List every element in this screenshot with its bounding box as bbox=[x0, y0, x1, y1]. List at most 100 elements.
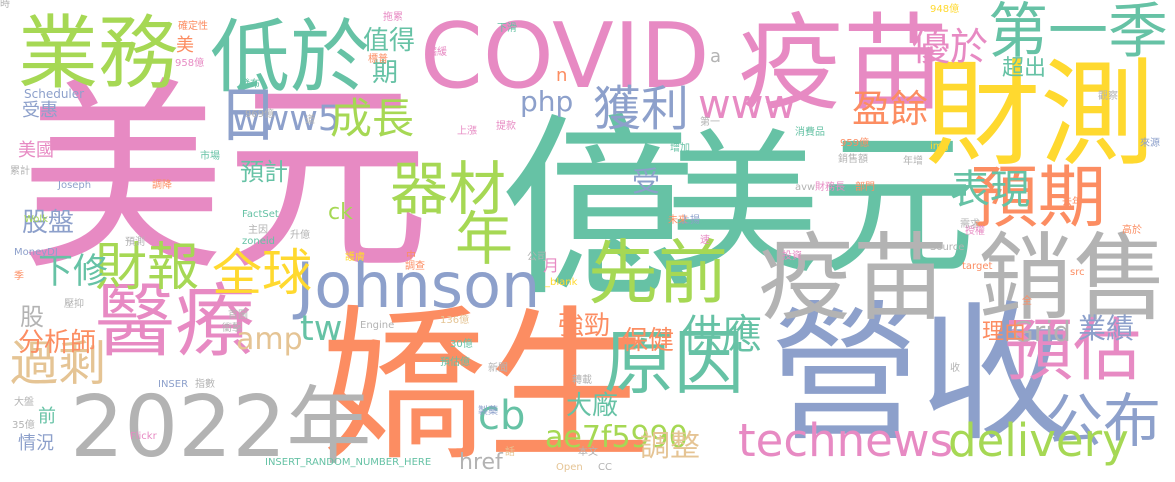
cloud-word: 先前 bbox=[588, 232, 728, 314]
cloud-word: _blank bbox=[545, 277, 578, 288]
cloud-word: 預測 bbox=[125, 237, 145, 248]
cloud-word: INSERT_RANDOM_NUMBER_HERE bbox=[265, 457, 432, 468]
cloud-word: 標普 bbox=[368, 54, 388, 65]
cloud-word: 調整 bbox=[640, 429, 700, 464]
cloud-word: 中 bbox=[406, 251, 416, 262]
cloud-word: 美元 bbox=[665, 115, 975, 296]
cloud-word: 成長 bbox=[330, 94, 415, 143]
cloud-word: 第一 bbox=[700, 117, 720, 128]
cloud-word: ae7f5990 bbox=[545, 420, 688, 455]
cloud-word: 公司 bbox=[527, 252, 547, 263]
cloud-word: Source bbox=[930, 242, 965, 253]
cloud-word: 情況 bbox=[18, 433, 54, 454]
cloud-word: Wolk bbox=[24, 214, 48, 225]
cloud-word: 股盤 bbox=[22, 208, 75, 238]
cloud-word: 主因 bbox=[248, 225, 268, 236]
cloud-word: 美 bbox=[176, 35, 194, 56]
cloud-word: 財務長 bbox=[815, 182, 845, 193]
cloud-word: 需求 bbox=[960, 219, 980, 230]
cloud-word: 財測 bbox=[925, 48, 1156, 182]
cloud-word: 投資 bbox=[782, 251, 802, 262]
cloud-word: 壓抑 bbox=[64, 299, 84, 310]
cloud-word: 下滑 bbox=[497, 23, 517, 34]
cloud-word: COVID bbox=[420, 4, 710, 109]
cloud-word: Engine bbox=[360, 320, 395, 331]
cloud-word: CC bbox=[598, 462, 612, 473]
cloud-word: 年 bbox=[455, 205, 514, 273]
cloud-word: 獲利 bbox=[593, 81, 690, 137]
cloud-word: 速 bbox=[700, 235, 710, 246]
cloud-word: 受 bbox=[632, 165, 661, 198]
cloud-word: 護膚 bbox=[345, 252, 365, 263]
cloud-word: 表現 bbox=[950, 167, 1030, 213]
cloud-word: 未來 bbox=[668, 215, 688, 226]
cloud-word: ck bbox=[328, 200, 353, 225]
cloud-word: n bbox=[556, 65, 568, 86]
cloud-word: 月 bbox=[543, 256, 560, 275]
cloud-word: Johnson bbox=[296, 249, 541, 322]
cloud-word: 年增 bbox=[903, 156, 923, 167]
cloud-word: 調查 bbox=[405, 261, 425, 272]
cloud-word: 日 bbox=[218, 81, 278, 151]
cloud-word: 首圖 bbox=[228, 310, 248, 321]
cloud-word: FactSet bbox=[242, 209, 279, 220]
cloud-word: 強勁 bbox=[558, 311, 611, 341]
cloud-word: 時 bbox=[0, 0, 10, 10]
cloud-word: 收 bbox=[950, 363, 960, 374]
cloud-word: delivery bbox=[948, 414, 1129, 467]
cloud-word: 衝擊 bbox=[222, 323, 242, 334]
cloud-word: 營收 bbox=[770, 288, 1071, 462]
cloud-word: 理由 bbox=[982, 320, 1027, 345]
cloud-word: img bbox=[930, 141, 949, 152]
cloud-word: 趨緩 bbox=[427, 47, 447, 58]
cloud-word: 盈餘 bbox=[852, 87, 929, 131]
cloud-word: 969億 bbox=[245, 109, 275, 120]
cloud-word: 大盤 bbox=[14, 397, 34, 408]
cloud-word: 上漲 bbox=[457, 126, 477, 137]
cloud-word: 受惠 bbox=[22, 100, 58, 121]
cloud-word: 指數 bbox=[195, 379, 215, 390]
cloud-word: 來源 bbox=[1140, 138, 1160, 149]
cloud-word: 疫苗 bbox=[738, 3, 949, 125]
cloud-word: a bbox=[710, 46, 722, 67]
cloud-word: 35億 bbox=[12, 420, 35, 431]
cloud-word: 提款 bbox=[496, 121, 516, 132]
cloud-word: 發布 bbox=[240, 79, 260, 90]
cloud-word: target bbox=[962, 261, 993, 272]
cloud-word: 預期 bbox=[970, 159, 1107, 238]
cloud-word: 預估億 bbox=[440, 357, 470, 368]
cloud-word: 財報 bbox=[95, 238, 200, 298]
cloud-word: 醫療 bbox=[95, 275, 255, 368]
cloud-word: www bbox=[698, 82, 797, 128]
cloud-word: Open bbox=[556, 462, 583, 473]
cloud-word: amp bbox=[236, 322, 303, 357]
cloud-word: Flickr bbox=[130, 431, 157, 442]
cloud-word: 累計 bbox=[10, 166, 30, 177]
cloud-word: 優於 bbox=[912, 25, 989, 69]
cloud-word: 器材 bbox=[390, 155, 507, 223]
cloud-word: 美國 bbox=[18, 140, 54, 161]
cloud-word: 值得 bbox=[363, 26, 416, 56]
cloud-word: 上揚 bbox=[680, 215, 700, 226]
cloud-word: 948億 bbox=[930, 4, 960, 15]
cloud-word: 959億 bbox=[840, 138, 870, 149]
cloud-word: MoneyDJ bbox=[14, 247, 58, 258]
cloud-word: 前 bbox=[38, 406, 56, 427]
cloud-word: 升億 bbox=[290, 230, 310, 241]
cloud-word: 消費品 bbox=[795, 127, 825, 138]
cloud-word: 全 bbox=[1022, 296, 1032, 307]
cloud-word: avw bbox=[795, 182, 816, 193]
cloud-word: 過剩 bbox=[10, 336, 107, 392]
cloud-word: 確定性 bbox=[178, 21, 208, 32]
cloud-word: 授權 bbox=[965, 226, 985, 237]
cloud-word: 部門 bbox=[855, 182, 875, 193]
cloud-word: 去年 bbox=[1062, 197, 1082, 208]
cloud-word: 億 bbox=[500, 96, 695, 323]
cloud-word: 疫苗 銷售 bbox=[758, 224, 1169, 334]
cloud-word: 分析師 bbox=[18, 328, 97, 358]
cloud-word: Scheduler bbox=[24, 87, 85, 101]
cloud-word: 低於 bbox=[210, 11, 370, 104]
cloud-word: href bbox=[459, 450, 503, 475]
cloud-word: 道 bbox=[305, 115, 315, 126]
